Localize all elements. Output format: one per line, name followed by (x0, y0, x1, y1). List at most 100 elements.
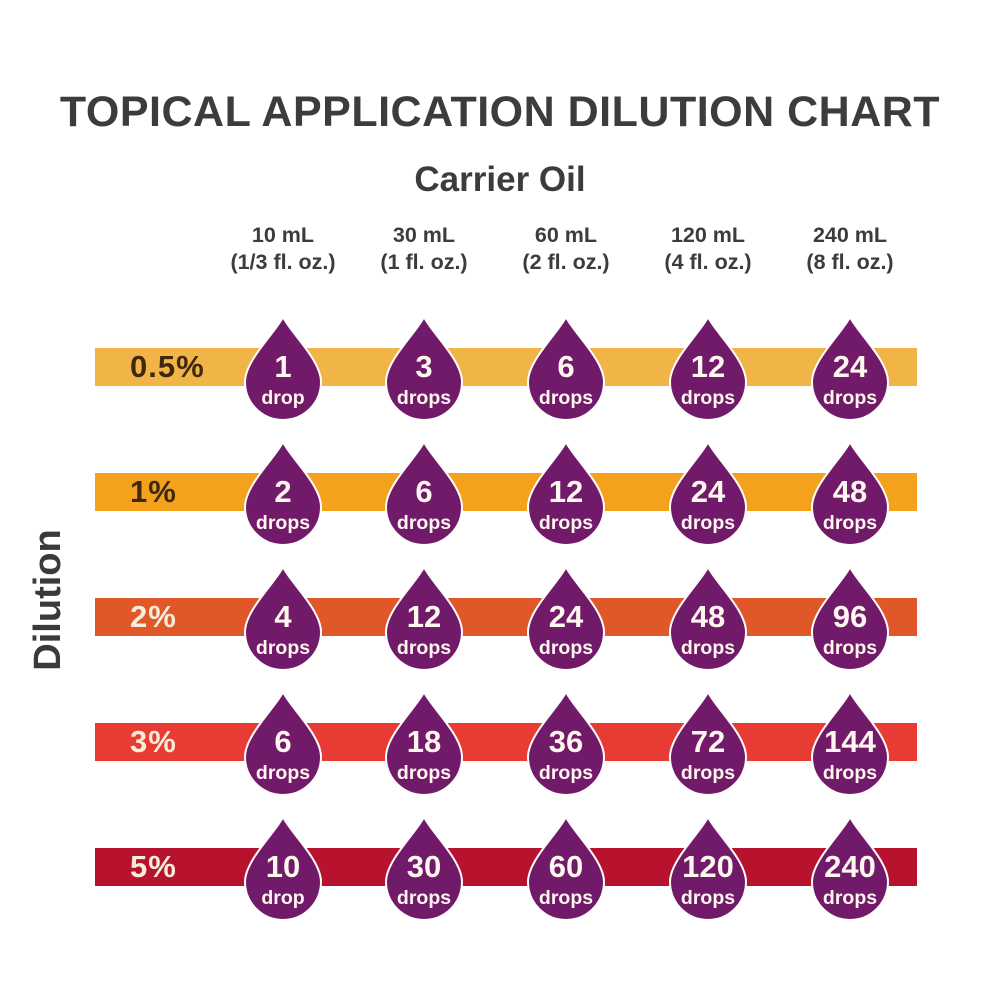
drop-count: 2 (274, 474, 292, 509)
column-volume: 240 mL (812, 223, 888, 247)
droplet-shape-icon (526, 690, 606, 796)
drop-count: 48 (832, 474, 868, 509)
drop-count: 3 (415, 349, 433, 384)
drop-count: 60 (548, 849, 584, 884)
drop-count: 30 (406, 849, 442, 884)
drop-count: 24 (548, 599, 584, 634)
drop-icon: 6 drops (243, 690, 323, 796)
drop-unit: drops (822, 887, 878, 909)
droplet-shape-icon (243, 565, 323, 671)
drop-unit: drops (538, 512, 594, 534)
dilution-row-0-5pct: 0.5% 1 drop 3 drops 6 drops 12 drops 24 drops (95, 315, 917, 421)
drop-icon: 30 drops (384, 815, 464, 921)
drop-unit: drops (396, 762, 452, 784)
drop-icon: 24 drops (526, 565, 606, 671)
column-ounces: (1/3 fl. oz.) (230, 249, 336, 274)
droplet-shape-icon (384, 315, 464, 421)
drop-count: 18 (406, 724, 442, 759)
drop-unit: drops (680, 637, 736, 659)
drop-icon: 18 drops (384, 690, 464, 796)
dilution-row-1pct: 1% 2 drops 6 drops 12 drops 24 drops 48 drops (95, 440, 917, 546)
drop-count: 4 (274, 599, 292, 634)
drop-count: 24 (690, 474, 726, 509)
droplet-shape-icon (384, 690, 464, 796)
column-header-10-ml: 10 mL (1/3 fl. oz.) (198, 222, 368, 276)
drop-icon: 12 drops (384, 565, 464, 671)
droplet-shape-icon (810, 315, 890, 421)
drop-icon: 1 drop (243, 315, 323, 421)
drop-unit: drops (255, 762, 311, 784)
drop-unit: drops (680, 887, 736, 909)
column-ounces: (2 fl. oz.) (522, 249, 610, 274)
droplet-shape-icon (668, 565, 748, 671)
column-ounces: (4 fl. oz.) (664, 249, 752, 274)
dilution-row-label: 5% (130, 849, 177, 884)
drop-icon: 36 drops (526, 690, 606, 796)
dilution-row-label: 0.5% (130, 349, 205, 384)
drop-unit: drops (822, 637, 878, 659)
droplet-shape-icon (243, 690, 323, 796)
column-header-240-ml: 240 mL (8 fl. oz.) (765, 222, 935, 276)
droplet-shape-icon (668, 315, 748, 421)
dilution-axis-label: Dilution (27, 529, 69, 671)
column-volume: 10 mL (251, 223, 315, 247)
drop-unit: drops (255, 637, 311, 659)
drop-icon: 6 drops (384, 440, 464, 546)
droplet-shape-icon (668, 690, 748, 796)
droplet-shape-icon (810, 690, 890, 796)
page-title: TOPICAL APPLICATION DILUTION CHART (59, 88, 941, 136)
column-header-60-ml: 60 mL (2 fl. oz.) (481, 222, 651, 276)
drop-icon: 144 drops (810, 690, 890, 796)
drop-icon: 6 drops (526, 315, 606, 421)
drop-icon: 12 drops (526, 440, 606, 546)
dilution-row-label: 2% (130, 599, 177, 634)
drop-count: 36 (548, 724, 584, 759)
drop-icon: 3 drops (384, 315, 464, 421)
droplet-shape-icon (526, 565, 606, 671)
drop-unit: drops (538, 387, 594, 409)
column-volume: 60 mL (534, 223, 598, 247)
droplet-shape-icon (668, 815, 748, 921)
droplet-shape-icon (384, 815, 464, 921)
drop-icon: 4 drops (243, 565, 323, 671)
drop-unit: drops (822, 512, 878, 534)
drop-unit: drops (538, 762, 594, 784)
drop-count: 10 (265, 849, 301, 884)
drop-unit: drops (255, 512, 311, 534)
drop-icon: 96 drops (810, 565, 890, 671)
drop-unit: drops (396, 512, 452, 534)
drop-unit: drops (538, 637, 594, 659)
drop-count: 1 (274, 349, 292, 384)
droplet-shape-icon (384, 440, 464, 546)
drop-unit: drops (396, 887, 452, 909)
drop-count: 144 (824, 724, 876, 759)
drop-unit: drops (680, 762, 736, 784)
drop-unit: drop (261, 887, 305, 909)
drop-icon: 12 drops (668, 315, 748, 421)
droplet-shape-icon (243, 815, 323, 921)
drop-icon: 120 drops (668, 815, 748, 921)
droplet-shape-icon (810, 815, 890, 921)
drop-icon: 72 drops (668, 690, 748, 796)
drop-icon: 24 drops (810, 315, 890, 421)
drop-count: 6 (415, 474, 433, 509)
droplet-shape-icon (810, 565, 890, 671)
droplet-shape-icon (526, 815, 606, 921)
drop-count: 6 (274, 724, 292, 759)
droplet-shape-icon (384, 565, 464, 671)
column-header-120-ml: 120 mL (4 fl. oz.) (623, 222, 793, 276)
drop-unit: drops (680, 512, 736, 534)
drop-unit: drop (261, 387, 305, 409)
drop-icon: 48 drops (668, 565, 748, 671)
drop-unit: drops (396, 637, 452, 659)
column-ounces: (1 fl. oz.) (380, 249, 468, 274)
droplet-shape-icon (526, 440, 606, 546)
dilution-row-5pct: 5% 10 drop 30 drops 60 drops 120 drops 240 drops (95, 815, 917, 921)
drop-count: 120 (682, 849, 734, 884)
drop-unit: drops (680, 387, 736, 409)
drop-icon: 10 drop (243, 815, 323, 921)
droplet-shape-icon (810, 440, 890, 546)
dilution-row-label: 3% (130, 724, 177, 759)
column-volume: 120 mL (670, 223, 746, 247)
drop-count: 12 (406, 599, 442, 634)
